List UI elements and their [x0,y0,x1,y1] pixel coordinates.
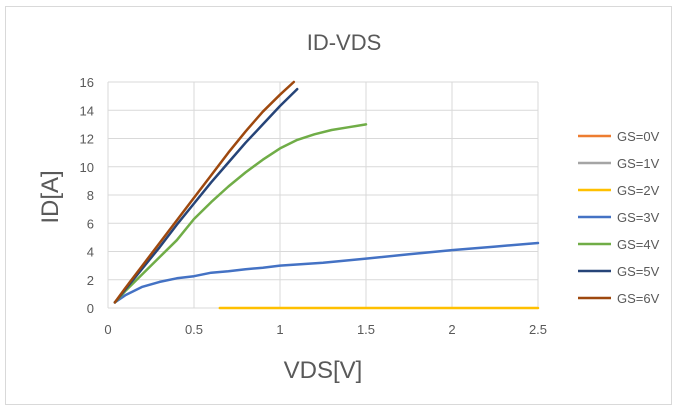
y-tick-label: 2 [87,273,94,288]
series-line [113,80,296,304]
legend-label: GS=5V [617,264,660,279]
y-tick-label: 0 [87,301,94,316]
chart-frame [5,6,672,405]
chart-title: ID-VDS [307,30,382,55]
legend-label: GS=2V [617,183,660,198]
legend-label: GS=3V [617,210,660,225]
tick-labels: 0 2 4 6 8 10 12 14 16 0 0.5 1 1.5 2 2.5 [80,75,548,337]
y-tick-label: 6 [87,216,94,231]
x-axis-title: VDS[V] [284,357,363,384]
x-tick-label: 1 [276,322,283,337]
series-lines [113,80,540,310]
grid [108,81,539,308]
y-tick-label: 16 [80,75,94,90]
legend-label: GS=1V [617,156,660,171]
x-tick-label: 0 [104,322,111,337]
x-tick-label: 0.5 [185,322,203,337]
legend: GS=0V GS=1V GS=2V GS=3V GS=4V GS=5V GS=6V [578,129,660,306]
x-tick-label: 1.5 [357,322,375,337]
y-tick-label: 8 [87,188,94,203]
y-tick-label: 12 [80,132,94,147]
series-line [113,241,540,304]
y-axis-title: ID[A] [37,170,64,223]
x-tick-label: 2 [448,322,455,337]
series-line [113,123,368,304]
y-tick-label: 14 [80,103,94,118]
series-line [113,87,299,304]
legend-label: GS=0V [617,129,660,144]
y-tick-label: 10 [80,160,94,175]
x-tick-label: 2.5 [529,322,547,337]
legend-label: GS=4V [617,237,660,252]
y-tick-label: 4 [87,245,94,260]
legend-label: GS=6V [617,291,660,306]
